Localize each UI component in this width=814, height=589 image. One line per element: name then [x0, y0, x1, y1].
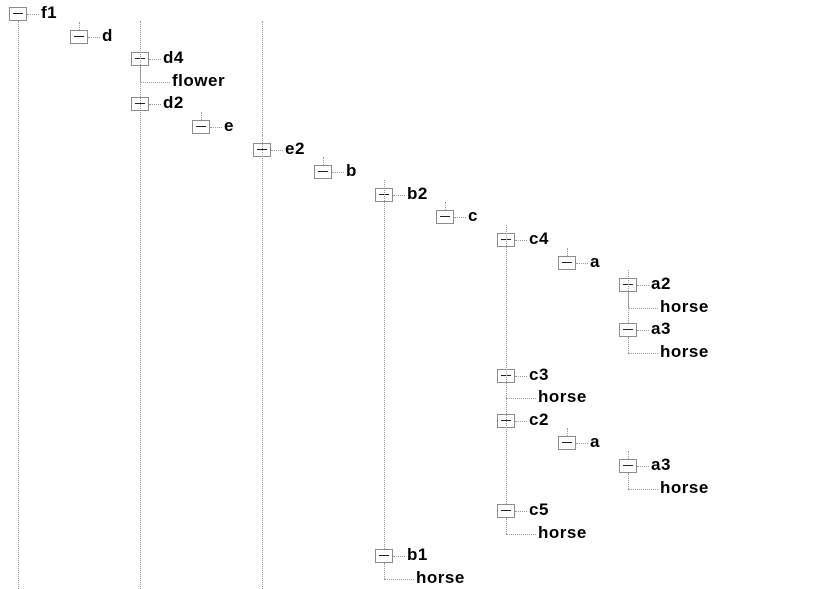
collapse-toggle-b[interactable]	[314, 165, 332, 180]
tree-guide	[323, 157, 324, 166]
tree-node-e[interactable]: e	[224, 116, 234, 135]
minus-icon	[13, 13, 23, 14]
tree-leaf-horse[interactable]: horse	[660, 342, 709, 361]
minus-icon	[440, 216, 450, 218]
minus-icon	[562, 261, 572, 263]
tree-guide	[79, 21, 80, 30]
collapse-toggle-a[interactable]	[558, 255, 576, 270]
tree-node-d4[interactable]: d4	[163, 48, 184, 68]
tree-connector	[393, 194, 405, 196]
collapse-toggle-a3[interactable]	[619, 459, 637, 473]
tree-leaf-horse[interactable]: horse	[416, 568, 465, 587]
tree-node-a3[interactable]: a3	[651, 455, 671, 474]
tree-guide	[445, 202, 446, 211]
tree-guide	[18, 21, 19, 589]
tree-guide	[384, 179, 385, 550]
minus-icon	[623, 329, 633, 331]
tree-connector	[332, 172, 344, 174]
minus-icon	[562, 442, 572, 444]
tree-connector	[576, 443, 588, 445]
tree-leaf-horse[interactable]: horse	[538, 522, 587, 542]
tree-connector	[515, 420, 527, 422]
tree-connector	[506, 533, 536, 535]
tree-node-c[interactable]: c	[468, 206, 478, 226]
tree-node-b1[interactable]: b1	[407, 545, 428, 565]
tree-connector	[515, 375, 527, 377]
tree-leaf-horse[interactable]: horse	[538, 387, 587, 407]
tree-node-d2[interactable]: d2	[163, 93, 184, 113]
tree-connector	[628, 473, 629, 489]
minus-icon	[196, 126, 206, 127]
minus-icon	[379, 555, 389, 557]
tree-connector	[393, 556, 405, 558]
tree-connector	[506, 398, 536, 400]
tree-connector	[149, 59, 161, 61]
tree-connector	[140, 81, 170, 83]
minus-icon	[501, 510, 511, 512]
tree-guide	[628, 451, 629, 459]
tree-node-a[interactable]: a	[590, 432, 600, 452]
collapse-toggle-a[interactable]	[558, 436, 576, 451]
tree-connector	[637, 285, 649, 287]
tree-node-e2[interactable]: e2	[285, 138, 305, 158]
tree-node-a[interactable]: a	[590, 251, 600, 271]
tree-connector	[454, 217, 466, 219]
tree-node-d[interactable]: d	[102, 25, 113, 45]
tree-node-f1[interactable]: f1	[41, 3, 58, 22]
tree-leaf-flower[interactable]: flower	[172, 70, 226, 90]
tree-connector	[628, 307, 658, 309]
minus-icon	[623, 465, 633, 466]
collapse-toggle-b1[interactable]	[375, 549, 393, 564]
tree-guide	[567, 428, 568, 437]
tree-node-c2[interactable]: c2	[529, 409, 549, 429]
tree-connector	[271, 149, 283, 151]
minus-icon	[318, 171, 328, 173]
tree-connector	[515, 511, 527, 513]
tree-node-b[interactable]: b	[346, 161, 357, 181]
tree-connector	[506, 518, 507, 534]
tree-guide	[567, 247, 568, 256]
tree-connector	[149, 104, 161, 106]
tree-node-c3[interactable]: c3	[529, 364, 549, 384]
minus-icon	[74, 35, 84, 37]
tree-guide	[506, 225, 507, 505]
tree-connector	[628, 353, 658, 354]
tree-node-c5[interactable]: c5	[529, 500, 549, 520]
tree-connector	[628, 337, 629, 353]
tree-node-a2[interactable]: a2	[651, 274, 671, 294]
tree-leaf-horse[interactable]: horse	[660, 296, 709, 316]
tree-connector	[637, 330, 649, 332]
tree-connector	[637, 466, 649, 467]
tree-connector	[628, 488, 658, 490]
collapse-toggle-e[interactable]	[192, 120, 210, 134]
tree-node-c4[interactable]: c4	[529, 229, 549, 248]
tree-connector	[88, 36, 100, 38]
tree-node-a3[interactable]: a3	[651, 319, 671, 339]
tree-guide	[201, 112, 202, 120]
tree-connector	[27, 14, 39, 15]
tree-connector	[384, 563, 385, 579]
tree-connector	[384, 579, 414, 580]
collapse-toggle-c[interactable]	[436, 210, 454, 225]
collapse-toggle-a3[interactable]	[619, 323, 637, 338]
collapse-toggle-d[interactable]	[70, 29, 88, 44]
tree-guide	[628, 270, 629, 324]
collapse-toggle-f1[interactable]	[9, 7, 27, 21]
tree-connector	[515, 240, 527, 241]
tree-guide	[262, 21, 263, 589]
tree-node-b2[interactable]: b2	[407, 183, 428, 203]
tree-guide	[140, 21, 141, 589]
tree-leaf-horse[interactable]: horse	[660, 477, 709, 497]
collapse-toggle-c5[interactable]	[497, 504, 515, 519]
tree-connector	[576, 262, 588, 264]
tree-connector	[210, 127, 222, 128]
